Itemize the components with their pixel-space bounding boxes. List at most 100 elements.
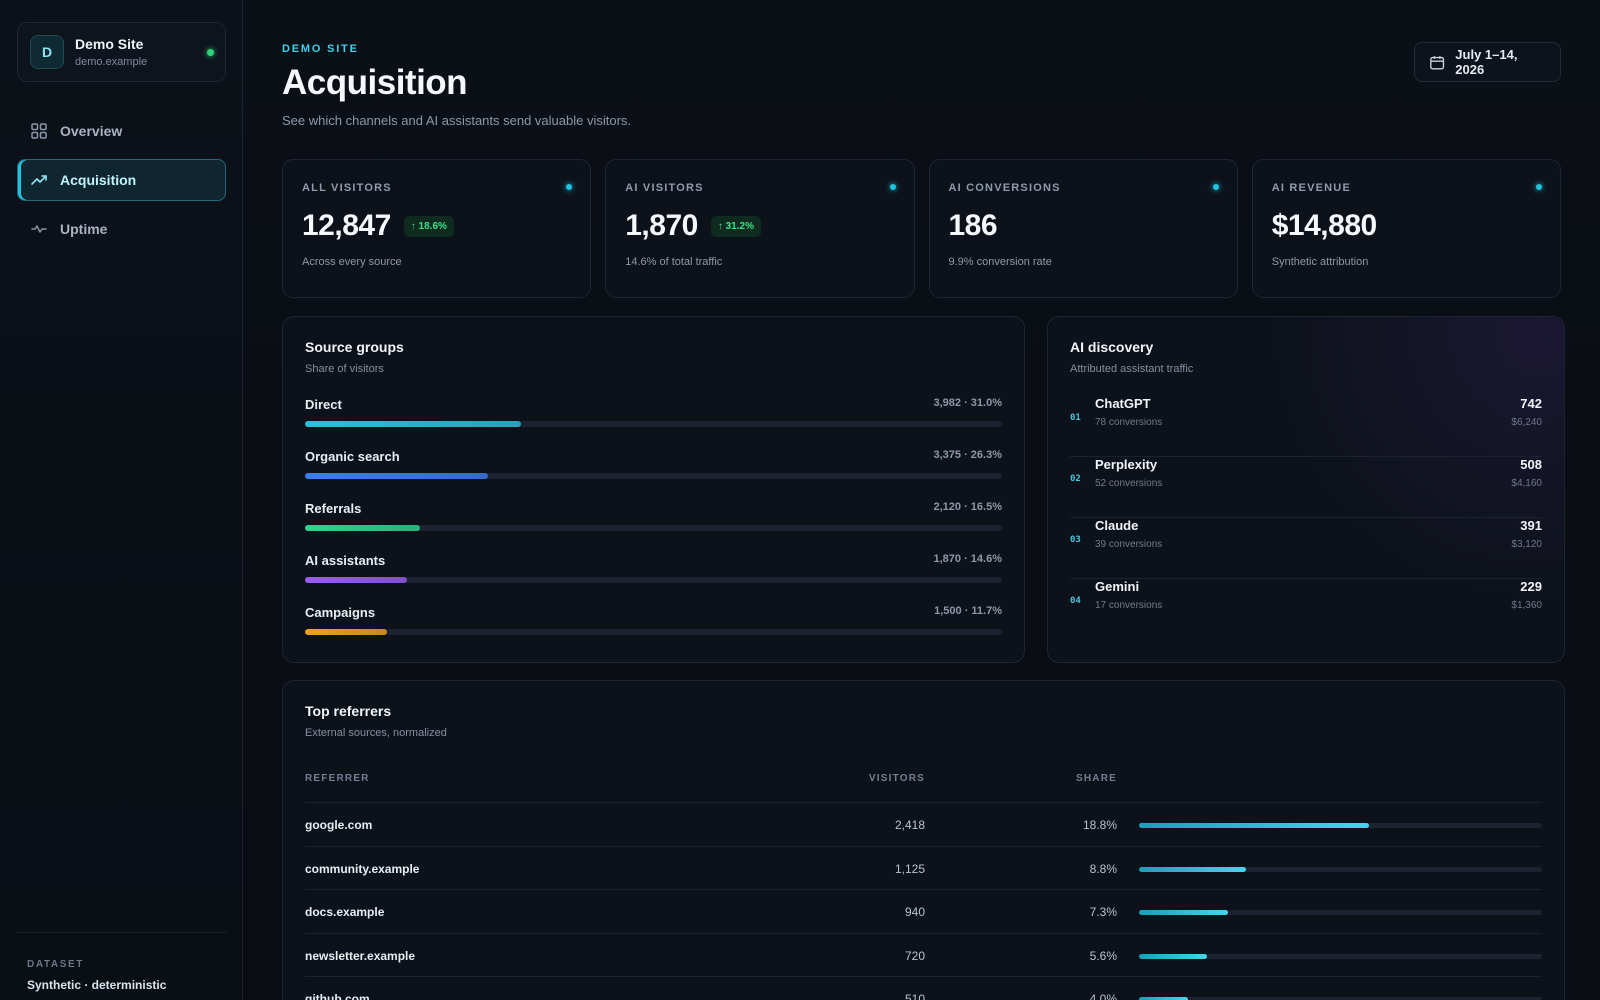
site-domain: demo.example <box>75 56 148 68</box>
ai-assistant-row[interactable]: 02 Perplexity 52 conversions 508 $4,160 <box>1070 457 1542 518</box>
source-value: 2,120 · 16.5% <box>933 501 1003 513</box>
ai-assistant-row[interactable]: 03 Claude 39 conversions 391 $3,120 <box>1070 518 1542 579</box>
panel-subtitle: Share of visitors <box>305 363 384 375</box>
source-bar-track <box>305 577 1002 583</box>
kpi-value: 186 <box>948 209 998 242</box>
kpi-delta-badge: ↑ 31.2% <box>710 215 761 237</box>
ai-visitors: 508 <box>1520 457 1542 472</box>
kpi-value: 12,847 <box>302 209 391 242</box>
kpi-row: ALL VISITORS 12,847 ↑ 18.6% Across every… <box>282 159 1561 298</box>
ai-conversions: 39 conversions <box>1095 539 1163 550</box>
kpi-card-all-visitors: ALL VISITORS 12,847 ↑ 18.6% Across every… <box>282 159 592 298</box>
panel-title: Top referrers <box>305 703 392 719</box>
ai-rank: 02 <box>1070 474 1081 484</box>
sidebar-item-acquisition[interactable]: Acquisition <box>17 159 226 201</box>
trend-up-icon <box>30 171 48 189</box>
calendar-icon <box>1430 55 1445 70</box>
sidebar-item-label: Overview <box>60 123 123 139</box>
share-bar-fill <box>1139 997 1188 1000</box>
share-bar-fill <box>1139 953 1208 959</box>
share-bar-track <box>1139 910 1542 915</box>
source-value: 3,982 · 31.0% <box>933 397 1003 409</box>
top-referrers-panel: Top referrers External sources, normaliz… <box>282 680 1565 1000</box>
ai-assistant-row[interactable]: 04 Gemini 17 conversions 229 $1,360 <box>1070 579 1542 640</box>
visitors-cell: 1,125 <box>894 861 925 876</box>
main-content: DEMO SITE Acquisition See which channels… <box>243 0 1600 1000</box>
visitors-cell: 510 <box>904 992 925 1000</box>
table-row[interactable]: community.example 1,125 8.8% <box>305 847 1542 890</box>
page-eyebrow: DEMO SITE <box>282 43 359 55</box>
source-name: Organic search <box>305 449 400 464</box>
source-value: 1,870 · 14.6% <box>933 553 1003 565</box>
visitors-cell: 940 <box>904 905 925 919</box>
ai-revenue: $3,120 <box>1511 539 1542 550</box>
source-row: Direct 3,982 · 31.0% <box>305 397 1002 449</box>
dataset-label: DATASET <box>27 959 84 970</box>
visitors-cell: 720 <box>904 948 925 963</box>
table-row[interactable]: google.com 2,418 18.8% <box>305 803 1542 847</box>
referrer-cell: docs.example <box>305 905 385 919</box>
ai-rank: 01 <box>1070 413 1081 423</box>
ai-revenue: $1,360 <box>1511 600 1542 611</box>
site-name: Demo Site <box>75 36 144 52</box>
kpi-label: AI CONVERSIONS <box>948 182 1061 194</box>
share-bar-track <box>1139 823 1542 828</box>
sidebar-item-overview[interactable]: Overview <box>17 110 226 152</box>
share-cell: 5.6% <box>1089 948 1117 963</box>
kpi-caption: 9.9% conversion rate <box>948 256 1052 268</box>
panel-title: Source groups <box>305 339 404 355</box>
referrer-cell: newsletter.example <box>305 948 416 963</box>
table-row[interactable]: github.com 510 4.0% <box>305 977 1542 1000</box>
column-header-visitors[interactable]: VISITORS <box>868 773 925 784</box>
panel-subtitle: External sources, normalized <box>305 727 447 739</box>
kpi-caption: 14.6% of total traffic <box>625 256 723 268</box>
sidebar: D Demo Site demo.example Overview Acquis… <box>0 0 243 1000</box>
source-bar-fill <box>305 577 407 583</box>
date-range-button[interactable]: July 1–14, 2026 <box>1414 42 1561 82</box>
dataset-value: Synthetic · deterministic <box>27 978 167 992</box>
share-bar-track <box>1139 997 1542 1000</box>
visitors-cell: 2,418 <box>894 818 925 832</box>
source-name: Referrals <box>305 501 362 516</box>
sidebar-item-label: Acquisition <box>60 172 137 188</box>
date-range-label: July 1–14, 2026 <box>1455 47 1518 77</box>
source-row: AI assistants 1,870 · 14.6% <box>305 553 1002 605</box>
source-list: Direct 3,982 · 31.0% Organic search 3,37… <box>305 397 1002 657</box>
ai-visitors: 391 <box>1520 518 1542 533</box>
source-name: Campaigns <box>305 605 376 620</box>
pulse-icon <box>30 220 48 238</box>
share-bar-track <box>1139 953 1542 959</box>
ai-revenue: $4,160 <box>1511 478 1542 489</box>
ai-rank: 04 <box>1070 596 1081 606</box>
source-row: Referrals 2,120 · 16.5% <box>305 501 1002 553</box>
kpi-card-ai-conversions: AI CONVERSIONS 186 9.9% conversion rate <box>928 159 1238 298</box>
live-dot-icon <box>566 184 573 190</box>
kpi-card-ai-visitors: AI VISITORS 1,870 ↑ 31.2% 14.6% of total… <box>605 159 915 298</box>
ai-visitors: 229 <box>1520 579 1542 594</box>
ai-name: Perplexity <box>1095 457 1158 472</box>
source-value: 1,500 · 11.7% <box>934 605 1002 617</box>
table-header: REFERRER VISITORS SHARE <box>305 763 1542 803</box>
share-bar-fill <box>1139 866 1247 872</box>
source-bar-track <box>305 629 1002 635</box>
column-header-referrer[interactable]: REFERRER <box>305 773 370 784</box>
source-bar-track <box>305 525 1002 531</box>
share-cell: 8.8% <box>1089 861 1117 876</box>
ai-assistant-row[interactable]: 01 ChatGPT 78 conversions 742 $6,240 <box>1070 396 1542 457</box>
source-name: AI assistants <box>305 553 386 568</box>
ai-assistant-list: 01 ChatGPT 78 conversions 742 $6,240 02 … <box>1070 396 1542 640</box>
referrers-table: REFERRER VISITORS SHARE google.com 2,418… <box>305 763 1542 1000</box>
column-header-share[interactable]: SHARE <box>1075 773 1117 784</box>
source-name: Direct <box>305 397 342 412</box>
site-avatar: D <box>30 35 64 69</box>
sidebar-item-uptime[interactable]: Uptime <box>17 208 226 250</box>
site-switcher[interactable]: D Demo Site demo.example <box>17 22 226 82</box>
site-meta: Demo Site demo.example <box>75 36 147 68</box>
table-row[interactable]: newsletter.example 720 5.6% <box>305 934 1542 977</box>
table-row[interactable]: docs.example 940 7.3% <box>305 890 1542 934</box>
page-subtitle: See which channels and AI assistants sen… <box>282 113 632 128</box>
page-title: Acquisition <box>282 63 468 102</box>
kpi-value: 1,870 <box>625 209 698 242</box>
share-bar-track <box>1139 866 1542 872</box>
grid-icon <box>30 122 48 140</box>
